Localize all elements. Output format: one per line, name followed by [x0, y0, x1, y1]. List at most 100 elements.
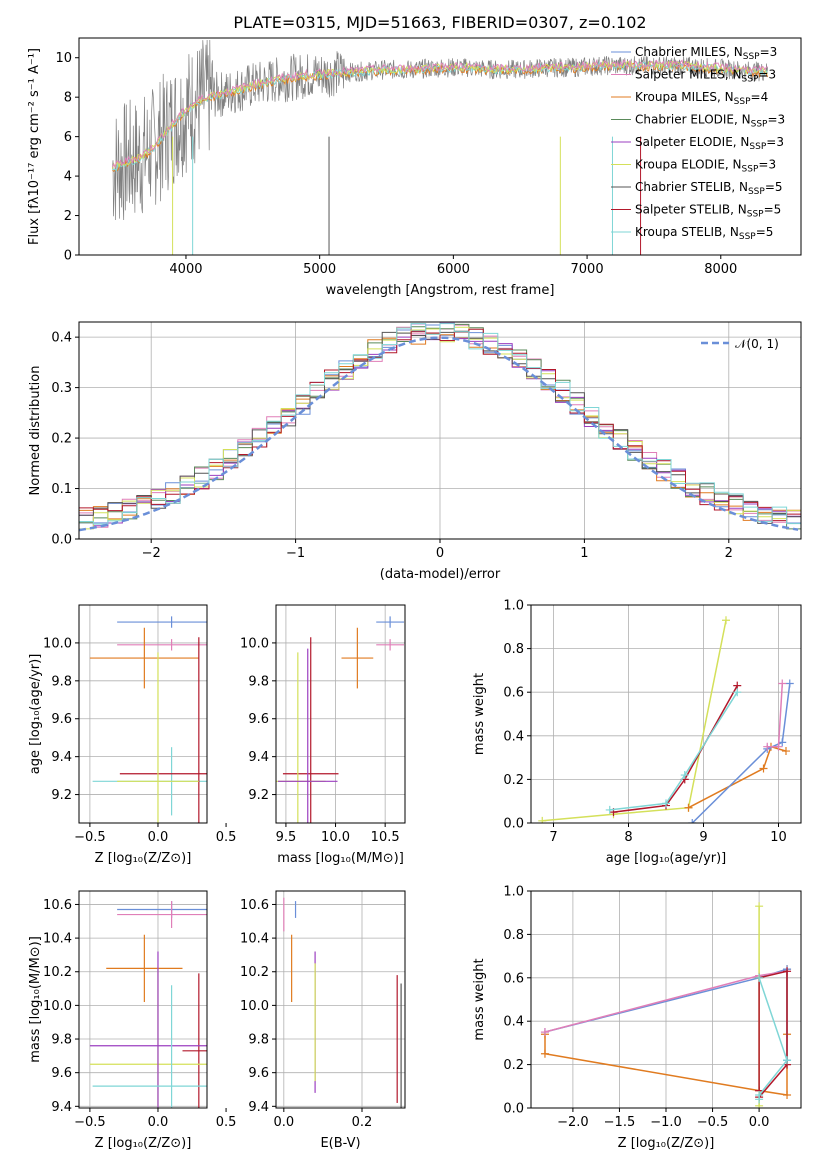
legend-sub: SSP — [747, 210, 764, 220]
data-marker — [763, 742, 772, 751]
y-tick-label: 10.0 — [240, 636, 269, 651]
legend-tail: =3 — [758, 158, 776, 172]
plot-area — [531, 891, 801, 1108]
y-axis-label: Normed distribution — [28, 366, 43, 496]
x-axis-label: E(B-V) — [320, 1136, 360, 1151]
y-axis-label: mass [log₁₀(M/M⊙)] — [28, 936, 43, 1063]
y-tick-label: 9.6 — [51, 1066, 72, 1081]
legend-entry: Chabrier MILES, NSSP=3 — [635, 45, 777, 62]
data-marker — [774, 742, 783, 751]
data-marker — [755, 902, 764, 911]
y-tick-label: 0.6 — [503, 971, 524, 986]
x-tick-label: −2.0 — [557, 1115, 589, 1130]
legend-label: Chabrier ELODIE, N — [635, 113, 751, 127]
y-tick-label: 0.4 — [503, 729, 524, 744]
y-axis-label: mass weight — [472, 958, 487, 1040]
data-marker — [684, 803, 693, 812]
y-tick-label: 9.6 — [51, 712, 72, 727]
errorbar-point — [117, 639, 207, 651]
data-marker — [722, 616, 730, 625]
legend-sub: SSP — [742, 165, 759, 175]
errorbar-point — [277, 648, 338, 823]
x-tick-label: −0.5 — [74, 1115, 106, 1130]
y-tick-label: 10.2 — [43, 965, 72, 980]
x-tick-label: 1 — [580, 546, 588, 561]
data-marker — [759, 764, 768, 773]
plot-area — [276, 891, 405, 1108]
legend-label: Kroupa STELIB, N — [635, 225, 739, 239]
panel-residuals: 𝒩(0, 1) −2 −1 0 1 2 0.0 0.1 0.2 0.3 0.4 (data-model… — [28, 321, 802, 582]
axes-frame — [78, 37, 802, 256]
errorbar-point — [106, 934, 183, 1003]
errorbar-point — [89, 627, 199, 689]
normal-curve — [79, 336, 799, 532]
x-tick-label: 2 — [725, 546, 733, 561]
y-tick-label: 10.4 — [240, 932, 269, 947]
series-line-pink — [767, 683, 784, 748]
x-tick-label: 0.2 — [352, 1115, 373, 1130]
x-tick-label: 0.5 — [216, 830, 237, 845]
legend-sub: SSP — [739, 232, 756, 242]
x-tick-label: 8 — [624, 830, 632, 845]
y-axis-label: age [log₁₀(age/yr)] — [28, 654, 43, 775]
axes-frame — [530, 604, 802, 824]
data-marker — [778, 679, 787, 688]
y-tick-label: 1.0 — [503, 885, 524, 900]
x-tick-label: 0.0 — [273, 1115, 294, 1130]
y-tick-label: 9.6 — [248, 712, 269, 727]
series-line-yellow — [542, 620, 727, 822]
x-axis-label: Z [log₁₀(Z/Z⊙)] — [618, 1136, 715, 1151]
panel-age-vs-mass: 9.5 10.0 10.5 9.2 9.4 9.6 9.8 10.0 mass [log₁₀(M… — [240, 604, 406, 866]
x-tick-label: 9.5 — [276, 830, 297, 845]
y-tick-label: 0.2 — [503, 773, 524, 788]
errorbar-point — [117, 652, 199, 823]
x-tick-label: 10.0 — [321, 830, 350, 845]
plot-area — [276, 605, 405, 823]
plot-area — [111, 39, 769, 255]
legend-tail: =5 — [764, 203, 782, 217]
legend-label: Chabrier STELIB, N — [635, 180, 748, 194]
y-tick-label: 8 — [64, 91, 72, 106]
data-marker — [755, 1095, 764, 1104]
x-tick-label: 4000 — [169, 262, 202, 277]
legend-entry: 𝒩(0, 1) — [735, 337, 779, 351]
data-marker — [782, 747, 790, 756]
legend-label: Salpeter ELODIE, N — [635, 135, 749, 149]
x-axis-label: Z [log₁₀(Z/Z⊙)] — [95, 1136, 192, 1151]
data-marker — [755, 973, 764, 982]
series-line-red — [613, 685, 738, 813]
legend-label: Chabrier MILES, N — [635, 45, 743, 59]
legend-tail: =5 — [756, 225, 774, 239]
y-tick-label: 9.6 — [248, 1066, 269, 1081]
x-axis-label: age [log₁₀(age/yr)] — [606, 851, 727, 866]
data-marker — [540, 1028, 549, 1037]
axes-frame — [78, 604, 208, 824]
axes-frame — [78, 890, 208, 1109]
y-tick-label: 10.0 — [43, 636, 72, 651]
y-tick-label: 0.1 — [51, 482, 72, 497]
panel-massweight-vs-age: 7 8 9 10 0.0 0.2 0.4 0.6 0.8 1.0 age [log₁₀(age/yr… — [472, 599, 802, 866]
x-tick-label: −2 — [142, 546, 161, 561]
y-tick-label: 6 — [64, 130, 72, 145]
plot-area — [79, 322, 801, 539]
y-tick-label: 4 — [64, 170, 72, 185]
legend-tail: =3 — [766, 135, 784, 149]
errorbar-point — [117, 616, 207, 628]
legend-entry: Chabrier ELODIE, NSSP=3 — [635, 113, 785, 130]
y-tick-label: 0.3 — [51, 381, 72, 396]
x-tick-label: −1.0 — [650, 1115, 682, 1130]
data-marker — [680, 771, 689, 780]
model-spectrum-pink — [111, 58, 768, 169]
data-marker — [783, 1056, 792, 1065]
y-tick-label: 9.4 — [248, 750, 269, 765]
legend-tail: =5 — [765, 180, 783, 194]
legend-entry: Kroupa STELIB, NSSP=5 — [635, 225, 773, 242]
y-tick-label: 0.8 — [503, 928, 524, 943]
data-marker — [605, 805, 614, 814]
observed-spectrum — [112, 39, 768, 221]
y-tick-label: 2 — [64, 209, 72, 224]
legend-sub: SSP — [748, 187, 765, 197]
model-spectrum-yellow — [111, 60, 768, 170]
y-tick-label: 10.0 — [43, 999, 72, 1014]
